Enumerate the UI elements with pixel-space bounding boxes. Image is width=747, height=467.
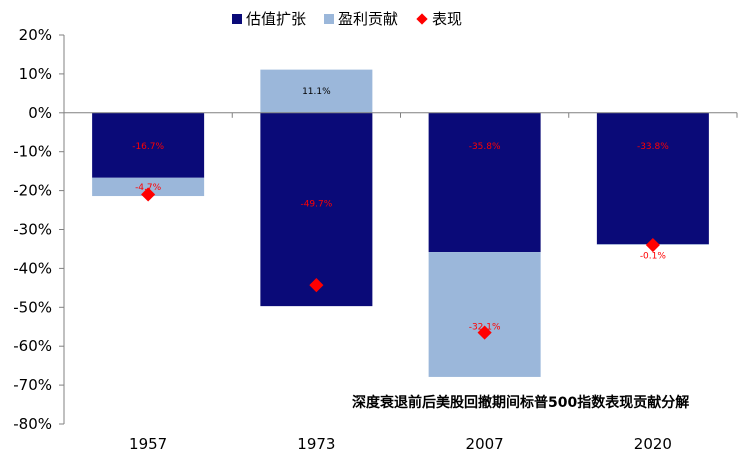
legend-item-valuation: 估值扩张 [232, 8, 306, 29]
performance-marker [309, 278, 324, 293]
x-category-label: 1957 [129, 435, 167, 453]
bar-valuation [260, 112, 373, 307]
bar-earnings [260, 69, 373, 113]
bar-valuation [596, 112, 709, 245]
performance-marker [645, 237, 660, 253]
x-category-label: 2020 [634, 435, 672, 453]
x-category-label: 1973 [297, 435, 335, 453]
y-tick-label: -80% [13, 415, 52, 433]
data-label-valuation: -16.7% [132, 142, 164, 152]
bar-earnings [92, 177, 205, 197]
legend-label-valuation: 估值扩张 [246, 10, 307, 28]
legend-swatch-earnings [324, 13, 335, 24]
data-label-earnings: -0.1% [640, 252, 667, 262]
y-tick-label: -20% [13, 182, 52, 200]
data-label-valuation: -49.7% [300, 199, 332, 209]
y-tick-label: 10% [19, 65, 52, 83]
legend-label-performance: 表现 [432, 10, 463, 28]
performance-marker [477, 325, 492, 340]
performance-marker [141, 187, 156, 202]
y-tick-label: -30% [13, 221, 52, 239]
bar-earnings [428, 252, 541, 377]
legend-swatch-valuation [232, 13, 242, 24]
y-tick-label: -40% [13, 259, 52, 277]
bar-valuation [92, 112, 205, 178]
data-label-valuation: -33.8% [637, 142, 669, 152]
y-tick-label: -10% [13, 143, 52, 161]
x-category-label: 2007 [466, 435, 504, 453]
y-tick-label: -50% [13, 298, 52, 316]
chart-note: 深度衰退前后美股回撤期间标普500指数表现贡献分解 [352, 395, 690, 411]
data-label-earnings: 11.1% [302, 87, 331, 97]
y-tick-label: -70% [13, 376, 52, 394]
bar-valuation [428, 112, 541, 253]
legend: 估值扩张 盈利贡献 表现 [232, 8, 462, 29]
y-tick-label: -60% [13, 337, 52, 355]
data-label-valuation: -35.8% [469, 142, 501, 152]
y-tick-label: 0% [28, 104, 52, 122]
legend-item-performance: 表现 [416, 8, 462, 29]
y-tick-label: 20% [19, 26, 52, 44]
legend-label-earnings: 盈利贡献 [338, 10, 399, 28]
legend-item-earnings: 盈利贡献 [324, 8, 398, 29]
